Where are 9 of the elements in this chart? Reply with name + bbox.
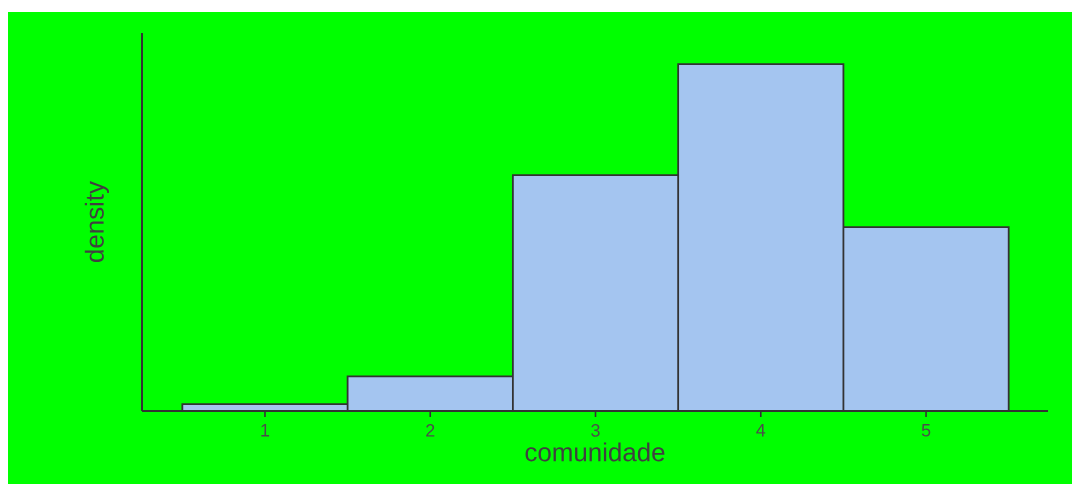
x-tick-label: 2 (426, 424, 435, 437)
bar (512, 175, 679, 411)
y-axis-title: density (84, 181, 109, 262)
x-tick-label: 3 (591, 424, 600, 437)
x-tick-label: 5 (921, 424, 931, 437)
x-tick-label: 1 (261, 424, 270, 437)
x-axis-title: comunidade (525, 442, 665, 462)
x-tick-label: 4 (756, 424, 766, 437)
bar (347, 376, 513, 411)
